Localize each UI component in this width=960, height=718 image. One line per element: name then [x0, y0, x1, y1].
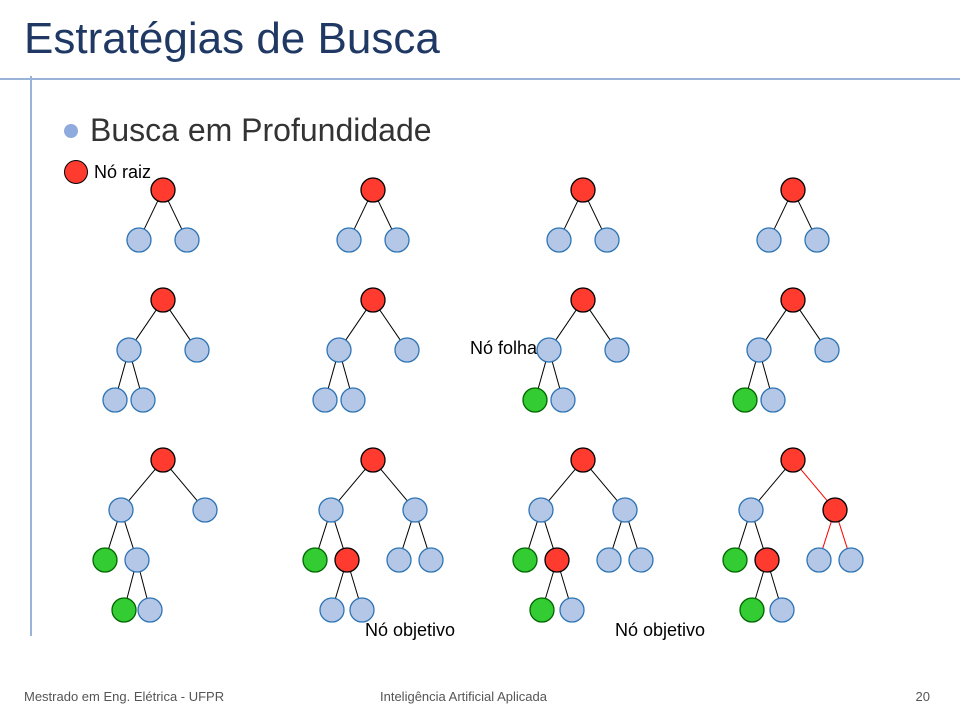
footer-left: Mestrado em Eng. Elétrica - UFPR — [24, 689, 224, 704]
diagram-label: Nó objetivo — [615, 620, 705, 641]
page-title: Estratégias de Busca — [24, 14, 440, 64]
footer-center: Inteligência Artificial Aplicada — [380, 689, 547, 704]
tree-diagram — [0, 0, 960, 718]
footer-right: 20 — [916, 689, 930, 704]
diagram-label: Nó folha — [470, 338, 537, 359]
diagram-label: Nó objetivo — [365, 620, 455, 641]
